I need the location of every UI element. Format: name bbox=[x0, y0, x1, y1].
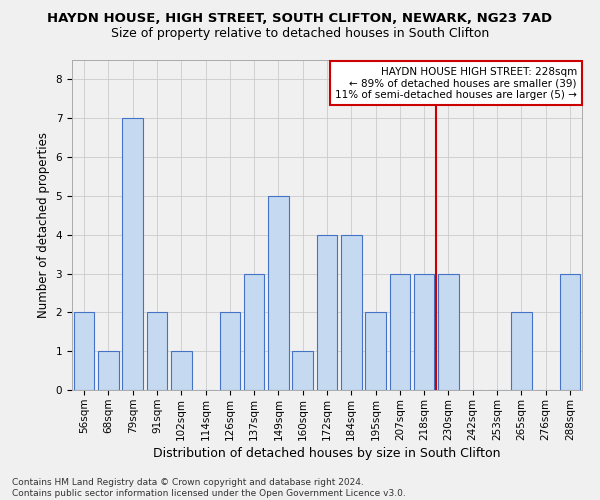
Text: Size of property relative to detached houses in South Clifton: Size of property relative to detached ho… bbox=[111, 28, 489, 40]
Y-axis label: Number of detached properties: Number of detached properties bbox=[37, 132, 50, 318]
Text: Contains HM Land Registry data © Crown copyright and database right 2024.
Contai: Contains HM Land Registry data © Crown c… bbox=[12, 478, 406, 498]
Bar bbox=[317, 234, 337, 390]
Text: HAYDN HOUSE, HIGH STREET, SOUTH CLIFTON, NEWARK, NG23 7AD: HAYDN HOUSE, HIGH STREET, SOUTH CLIFTON,… bbox=[47, 12, 553, 26]
Bar bbox=[98, 351, 119, 390]
Bar bbox=[511, 312, 532, 390]
Bar bbox=[414, 274, 434, 390]
Bar bbox=[438, 274, 459, 390]
Bar bbox=[292, 351, 313, 390]
Bar bbox=[122, 118, 143, 390]
Bar bbox=[389, 274, 410, 390]
Bar bbox=[74, 312, 94, 390]
X-axis label: Distribution of detached houses by size in South Clifton: Distribution of detached houses by size … bbox=[153, 446, 501, 460]
Bar bbox=[341, 234, 362, 390]
Bar bbox=[146, 312, 167, 390]
Bar bbox=[365, 312, 386, 390]
Bar bbox=[171, 351, 191, 390]
Bar bbox=[220, 312, 240, 390]
Bar bbox=[268, 196, 289, 390]
Bar bbox=[244, 274, 265, 390]
Text: HAYDN HOUSE HIGH STREET: 228sqm
← 89% of detached houses are smaller (39)
11% of: HAYDN HOUSE HIGH STREET: 228sqm ← 89% of… bbox=[335, 66, 577, 100]
Bar bbox=[560, 274, 580, 390]
